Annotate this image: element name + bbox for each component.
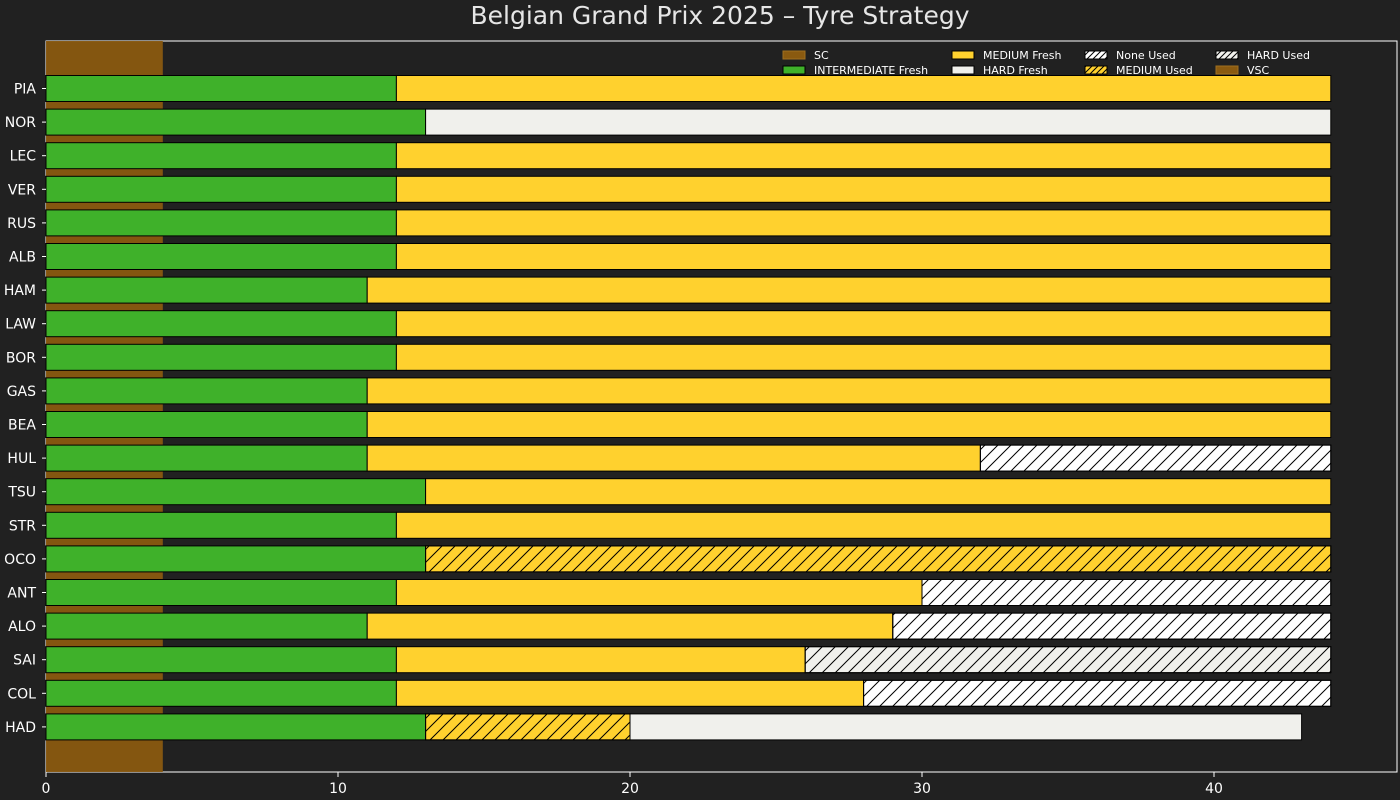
- stint-bar-alb-medium-fresh: [395, 243, 1332, 270]
- legend-label: MEDIUM Fresh: [983, 49, 1062, 62]
- stint-bar-nor-intermediate-fresh: [45, 108, 427, 136]
- driver-label-col: COL: [7, 686, 36, 702]
- stint-bar-bor-intermediate-fresh: [45, 343, 397, 371]
- legend-swatch-intermediate-fresh: [782, 65, 806, 75]
- driver-label-ham: HAM: [4, 283, 36, 299]
- x-tick-label: 40: [1205, 781, 1223, 797]
- stint-bar-lec-intermediate-fresh: [45, 142, 397, 170]
- x-tick-label: 10: [329, 781, 347, 797]
- driver-label-lec: LEC: [10, 149, 37, 165]
- driver-label-rus: RUS: [7, 216, 36, 232]
- stint-bar-str-intermediate-fresh: [45, 511, 397, 539]
- stint-bar-tsu-medium-fresh: [425, 478, 1332, 506]
- stint-hatch-had: [425, 713, 631, 741]
- legend-label: VSC: [1247, 64, 1270, 77]
- legend-label: MEDIUM Used: [1116, 64, 1193, 77]
- stint-bar-pia-intermediate-fresh: [45, 75, 397, 102]
- stint-bar-gas-intermediate-fresh: [45, 377, 368, 405]
- stint-hatch-ant: [921, 579, 1332, 606]
- stint-bar-bea-medium-fresh: [366, 411, 1332, 438]
- stint-bar-gas-medium-fresh: [366, 377, 1332, 405]
- stint-bar-pia-medium-fresh: [395, 75, 1332, 102]
- legend-label: HARD Used: [1247, 49, 1310, 62]
- stint-bar-col-medium-fresh: [395, 679, 865, 707]
- stint-bar-alb-intermediate-fresh: [45, 243, 397, 270]
- stint-bar-ant-medium-fresh: [395, 579, 923, 606]
- legend-hatch: [1084, 50, 1108, 60]
- stint-bar-alo-medium-fresh: [366, 612, 894, 640]
- stint-bar-law-medium-fresh: [395, 310, 1332, 338]
- stint-bar-lec-medium-fresh: [395, 142, 1332, 170]
- x-tick-label: 30: [913, 781, 931, 797]
- stint-bar-hul-medium-fresh: [366, 444, 981, 472]
- stint-bar-tsu-intermediate-fresh: [45, 478, 427, 506]
- stint-hatch-col: [863, 679, 1332, 707]
- x-axis-ticks: 0 10 20 30 40: [42, 772, 1223, 797]
- driver-label-oco: OCO: [4, 552, 36, 568]
- stint-bar-sai-intermediate-fresh: [45, 646, 397, 674]
- driver-label-alo: ALO: [8, 619, 36, 635]
- stint-bar-ant-intermediate-fresh: [45, 579, 397, 606]
- driver-label-bor: BOR: [6, 350, 36, 366]
- stint-hatch-sai: [804, 646, 1332, 674]
- stint-bar-bor-medium-fresh: [395, 343, 1332, 371]
- driver-label-hul: HUL: [7, 451, 36, 467]
- stint-bar-nor-hard-fresh: [425, 108, 1332, 136]
- stint-hatch-hul: [979, 444, 1332, 472]
- stint-bar-rus-medium-fresh: [395, 209, 1332, 237]
- stint-bar-ham-intermediate-fresh: [45, 276, 368, 304]
- driver-label-ant: ANT: [7, 586, 36, 602]
- stint-bar-ver-medium-fresh: [395, 175, 1332, 203]
- driver-label-ver: VER: [8, 182, 36, 198]
- legend: SC INTERMEDIATE Fresh MEDIUM Fresh HARD Fre…: [782, 49, 1310, 77]
- stint-bar-str-medium-fresh: [395, 511, 1332, 539]
- legend-swatch-hard-fresh: [951, 65, 975, 75]
- legend-hatch: [1084, 65, 1108, 75]
- driver-label-gas: GAS: [7, 384, 36, 400]
- driver-label-law: LAW: [5, 317, 36, 333]
- chart-title: Belgian Grand Prix 2025 – Tyre Strategy: [471, 1, 970, 30]
- stint-hatch-oco: [425, 545, 1332, 573]
- stint-bar-hul-intermediate-fresh: [45, 444, 368, 472]
- stint-bar-col-intermediate-fresh: [45, 679, 397, 707]
- driver-label-alb: ALB: [9, 250, 36, 266]
- stint-bar-had-intermediate-fresh: [45, 713, 427, 741]
- driver-label-str: STR: [9, 518, 36, 534]
- driver-label-had: HAD: [5, 720, 36, 736]
- driver-label-nor: NOR: [5, 115, 36, 131]
- driver-label-pia: PIA: [14, 82, 37, 98]
- driver-label-bea: BEA: [8, 418, 36, 434]
- bars-layer: [45, 75, 1332, 741]
- stint-bar-law-intermediate-fresh: [45, 310, 397, 338]
- stint-bar-alo-intermediate-fresh: [45, 612, 368, 640]
- driver-labels: PIA NOR LEC VER RUS ALB HAM LAW BOR GAS BEA HUL TSU S…: [4, 82, 46, 736]
- driver-label-tsu: TSU: [7, 485, 36, 501]
- legend-label: HARD Fresh: [983, 64, 1048, 77]
- legend-swatch-medium-fresh: [951, 50, 975, 60]
- stint-bar-ver-intermediate-fresh: [45, 175, 397, 203]
- driver-label-sai: SAI: [13, 653, 36, 669]
- stint-bar-rus-intermediate-fresh: [45, 209, 397, 237]
- x-tick-label: 0: [42, 781, 51, 797]
- x-tick-label: 20: [621, 781, 639, 797]
- stint-bar-ham-medium-fresh: [366, 276, 1332, 304]
- stint-bar-bea-intermediate-fresh: [45, 411, 368, 438]
- stint-bar-oco-intermediate-fresh: [45, 545, 427, 573]
- legend-hatch: [1215, 50, 1239, 60]
- stint-bar-sai-medium-fresh: [395, 646, 806, 674]
- legend-swatch-vsc: [1215, 65, 1239, 75]
- legend-swatch-sc: [782, 50, 806, 60]
- legend-label: None Used: [1116, 49, 1176, 62]
- legend-label: INTERMEDIATE Fresh: [814, 64, 928, 77]
- stint-bar-had-hard-fresh: [629, 713, 1303, 741]
- legend-label: SC: [814, 49, 829, 62]
- stint-hatch-alo: [892, 612, 1332, 640]
